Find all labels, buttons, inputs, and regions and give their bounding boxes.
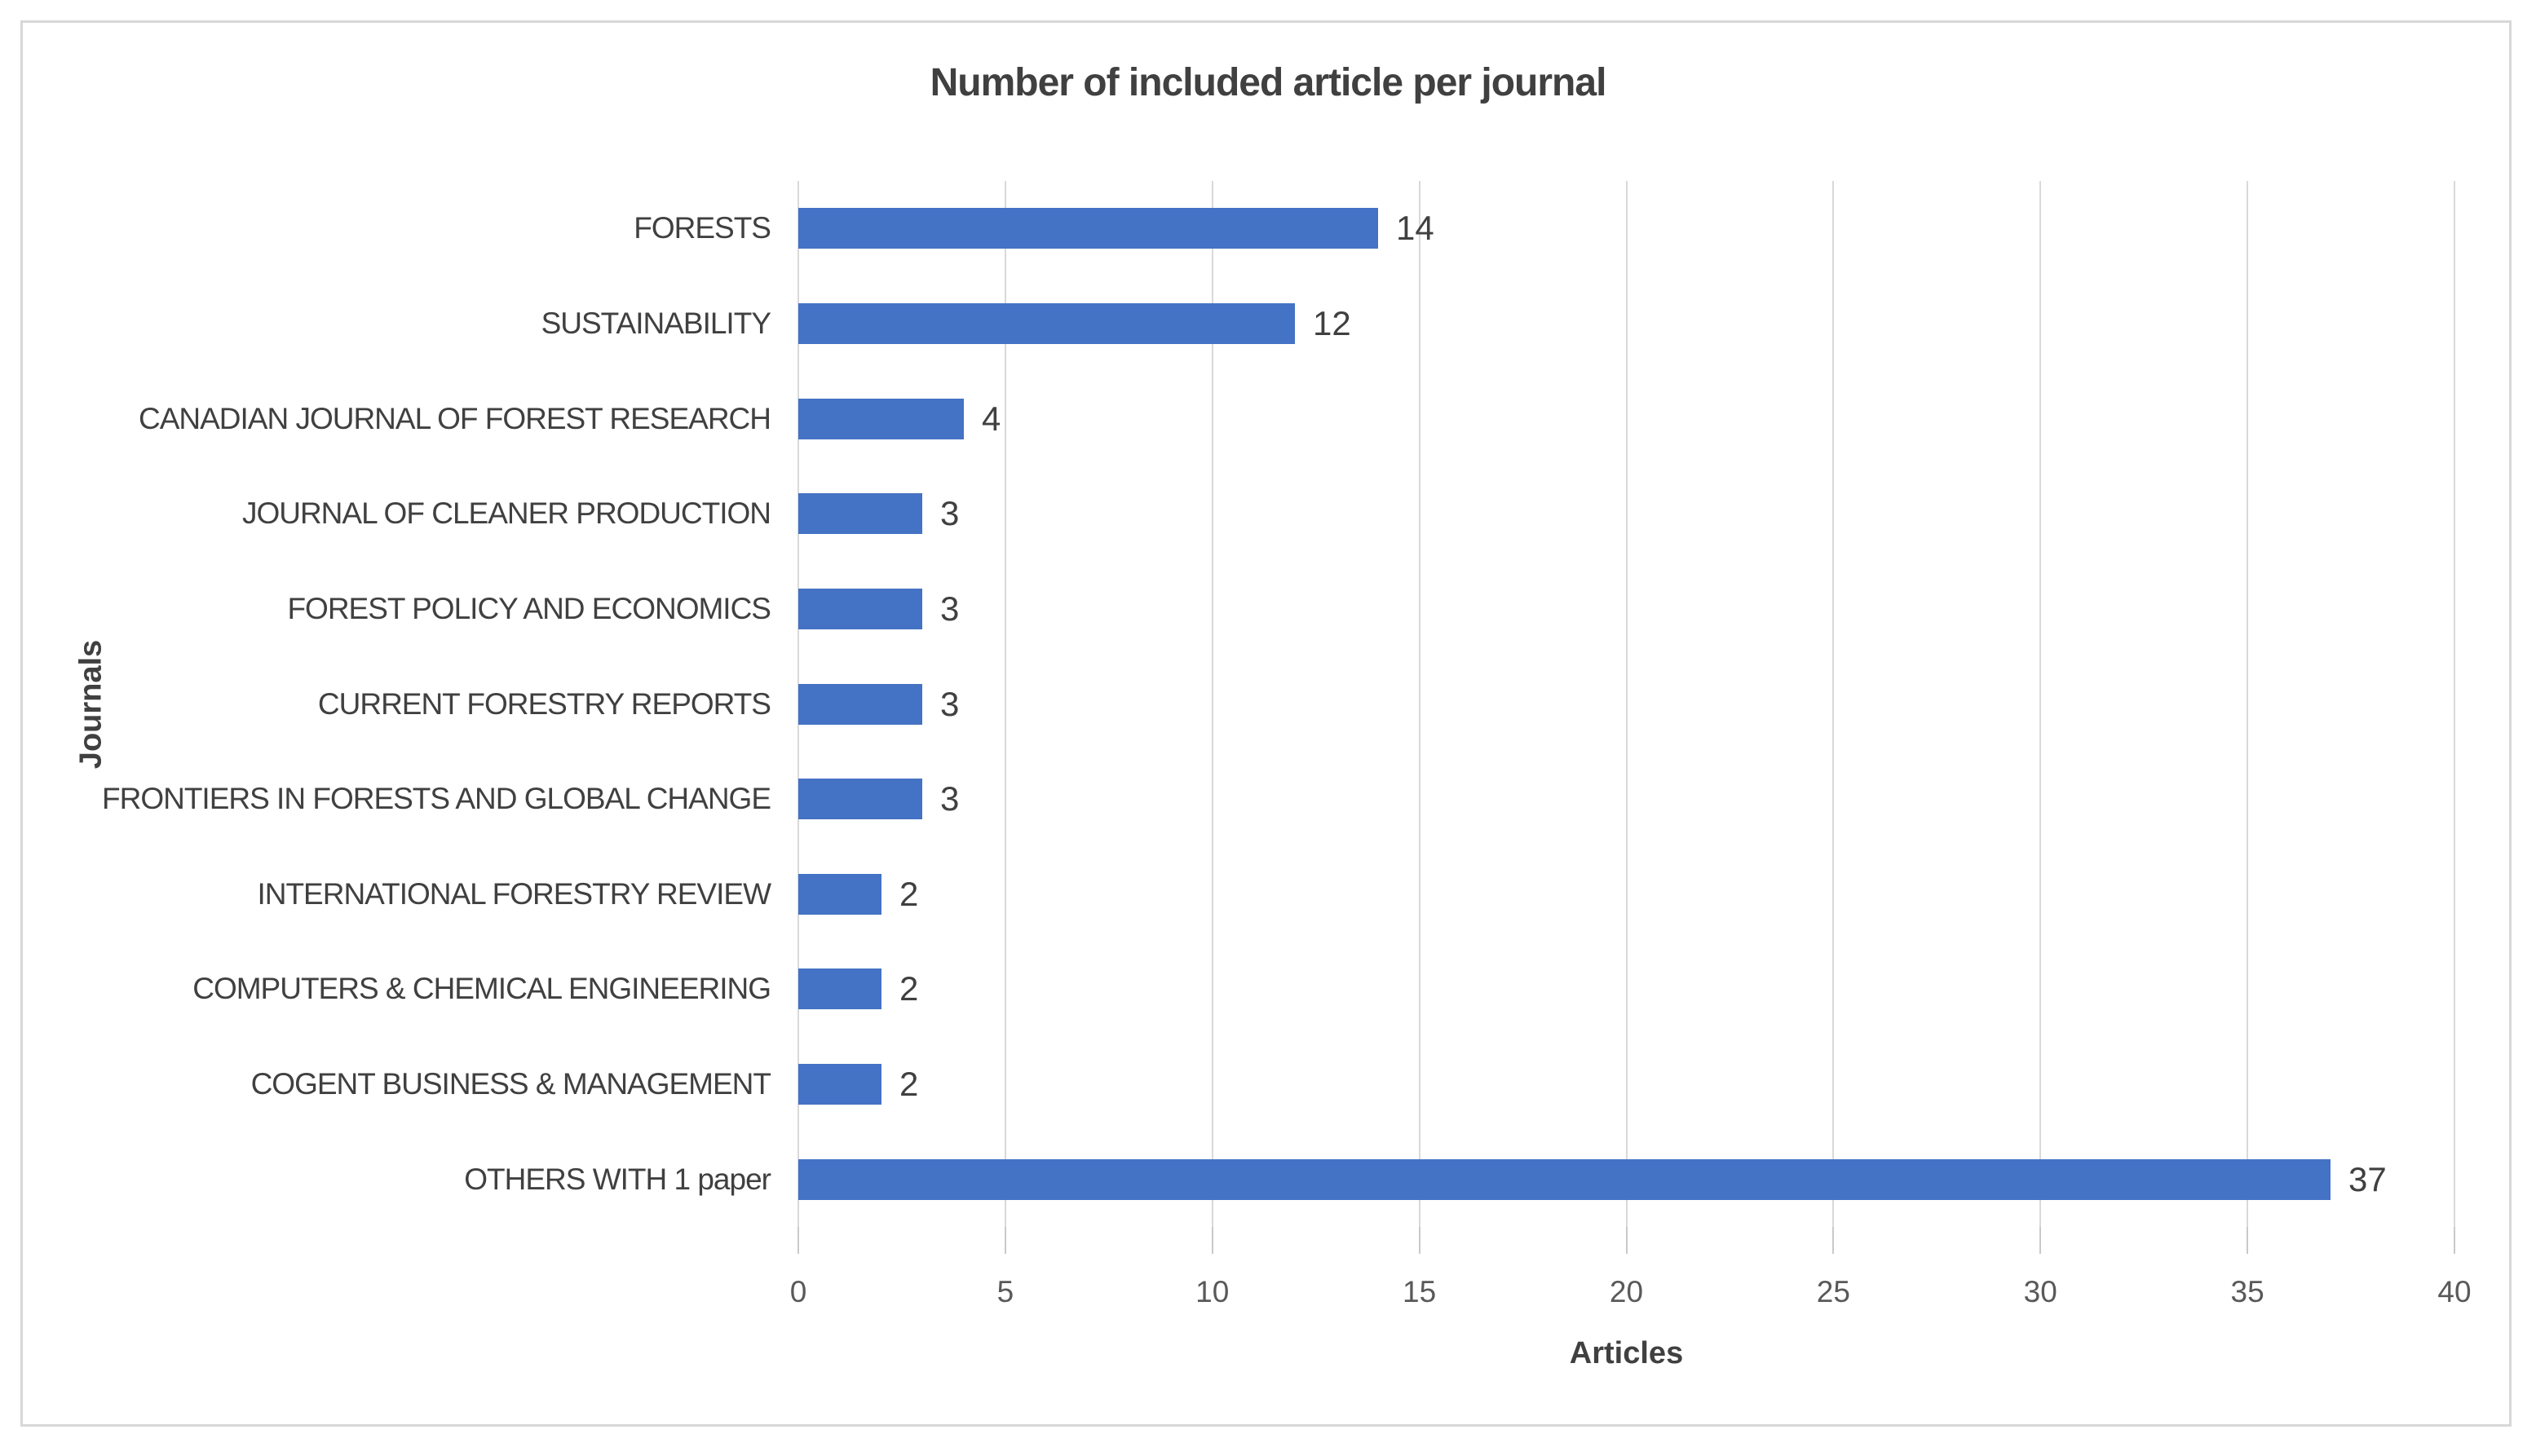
axis-tick-mark bbox=[797, 1227, 799, 1254]
gridline bbox=[2039, 181, 2042, 1227]
value-label: 2 bbox=[899, 1065, 919, 1103]
category-label: FORESTS bbox=[634, 211, 771, 245]
axis-tick-mark bbox=[1211, 1227, 1213, 1254]
gridline bbox=[1832, 181, 1835, 1227]
bar bbox=[798, 1159, 2331, 1200]
gridline bbox=[1418, 181, 1420, 1227]
value-label: 37 bbox=[2348, 1160, 2387, 1198]
category-label: CURRENT FORESTRY REPORTS bbox=[317, 687, 771, 721]
bar bbox=[798, 589, 922, 629]
axis-tick-mark bbox=[2247, 1227, 2249, 1254]
bar bbox=[798, 208, 1378, 249]
bar bbox=[798, 493, 922, 534]
category-label: CANADIAN JOURNAL OF FOREST RESEARCH bbox=[138, 402, 771, 435]
x-tick-label: 0 bbox=[789, 1275, 807, 1308]
bar bbox=[798, 1064, 881, 1105]
category-label: FRONTIERS IN FORESTS AND GLOBAL CHANGE bbox=[102, 782, 771, 815]
bar bbox=[798, 874, 881, 915]
x-tick-label: 15 bbox=[1403, 1275, 1437, 1308]
axis-tick-mark bbox=[1004, 1227, 1006, 1254]
gridline bbox=[2454, 181, 2455, 1227]
category-label: JOURNAL OF CLEANER PRODUCTION bbox=[241, 496, 771, 530]
category-label: OTHERS WITH 1 paper bbox=[464, 1163, 771, 1196]
value-label: 3 bbox=[940, 685, 960, 723]
bar bbox=[798, 779, 922, 819]
x-tick-label: 35 bbox=[2230, 1275, 2264, 1308]
category-label: FOREST POLICY AND ECONOMICS bbox=[287, 592, 771, 625]
value-label: 14 bbox=[1396, 209, 1434, 247]
gridline bbox=[1625, 181, 1628, 1227]
x-tick-label: 30 bbox=[2023, 1275, 2057, 1308]
value-label: 2 bbox=[899, 875, 919, 913]
axis-tick-mark bbox=[2039, 1227, 2042, 1254]
gridline bbox=[2247, 181, 2249, 1227]
axis-tick-mark bbox=[1832, 1227, 1835, 1254]
x-axis-title: Articles bbox=[1569, 1336, 1684, 1370]
gridline bbox=[1004, 181, 1006, 1227]
x-tick-label: 40 bbox=[2437, 1275, 2472, 1308]
category-label: SUSTAINABILITY bbox=[541, 307, 771, 340]
value-label: 3 bbox=[940, 494, 960, 532]
value-label: 12 bbox=[1313, 304, 1351, 342]
value-label: 3 bbox=[940, 779, 960, 818]
x-tick-label: 10 bbox=[1195, 1275, 1230, 1308]
value-label: 4 bbox=[982, 399, 1001, 438]
gridline bbox=[1211, 181, 1213, 1227]
x-tick-label: 25 bbox=[1816, 1275, 1850, 1308]
value-label: 3 bbox=[940, 589, 960, 628]
axis-tick-mark bbox=[1625, 1227, 1628, 1254]
bar bbox=[798, 399, 964, 439]
chart-title: Number of included article per journal bbox=[930, 61, 1607, 104]
x-tick-label: 20 bbox=[1609, 1275, 1644, 1308]
x-tick-label: 5 bbox=[996, 1275, 1014, 1308]
bar bbox=[798, 684, 922, 725]
category-label: COGENT BUSINESS & MANAGEMENT bbox=[250, 1067, 771, 1101]
category-label: INTERNATIONAL FORESTRY REVIEW bbox=[257, 877, 771, 911]
axis-tick-mark bbox=[1418, 1227, 1420, 1254]
bar bbox=[798, 303, 1295, 344]
axis-tick-mark bbox=[2454, 1227, 2455, 1254]
category-label: COMPUTERS & CHEMICAL ENGINEERING bbox=[192, 972, 771, 1005]
value-label: 2 bbox=[899, 969, 919, 1008]
bar bbox=[798, 968, 881, 1009]
